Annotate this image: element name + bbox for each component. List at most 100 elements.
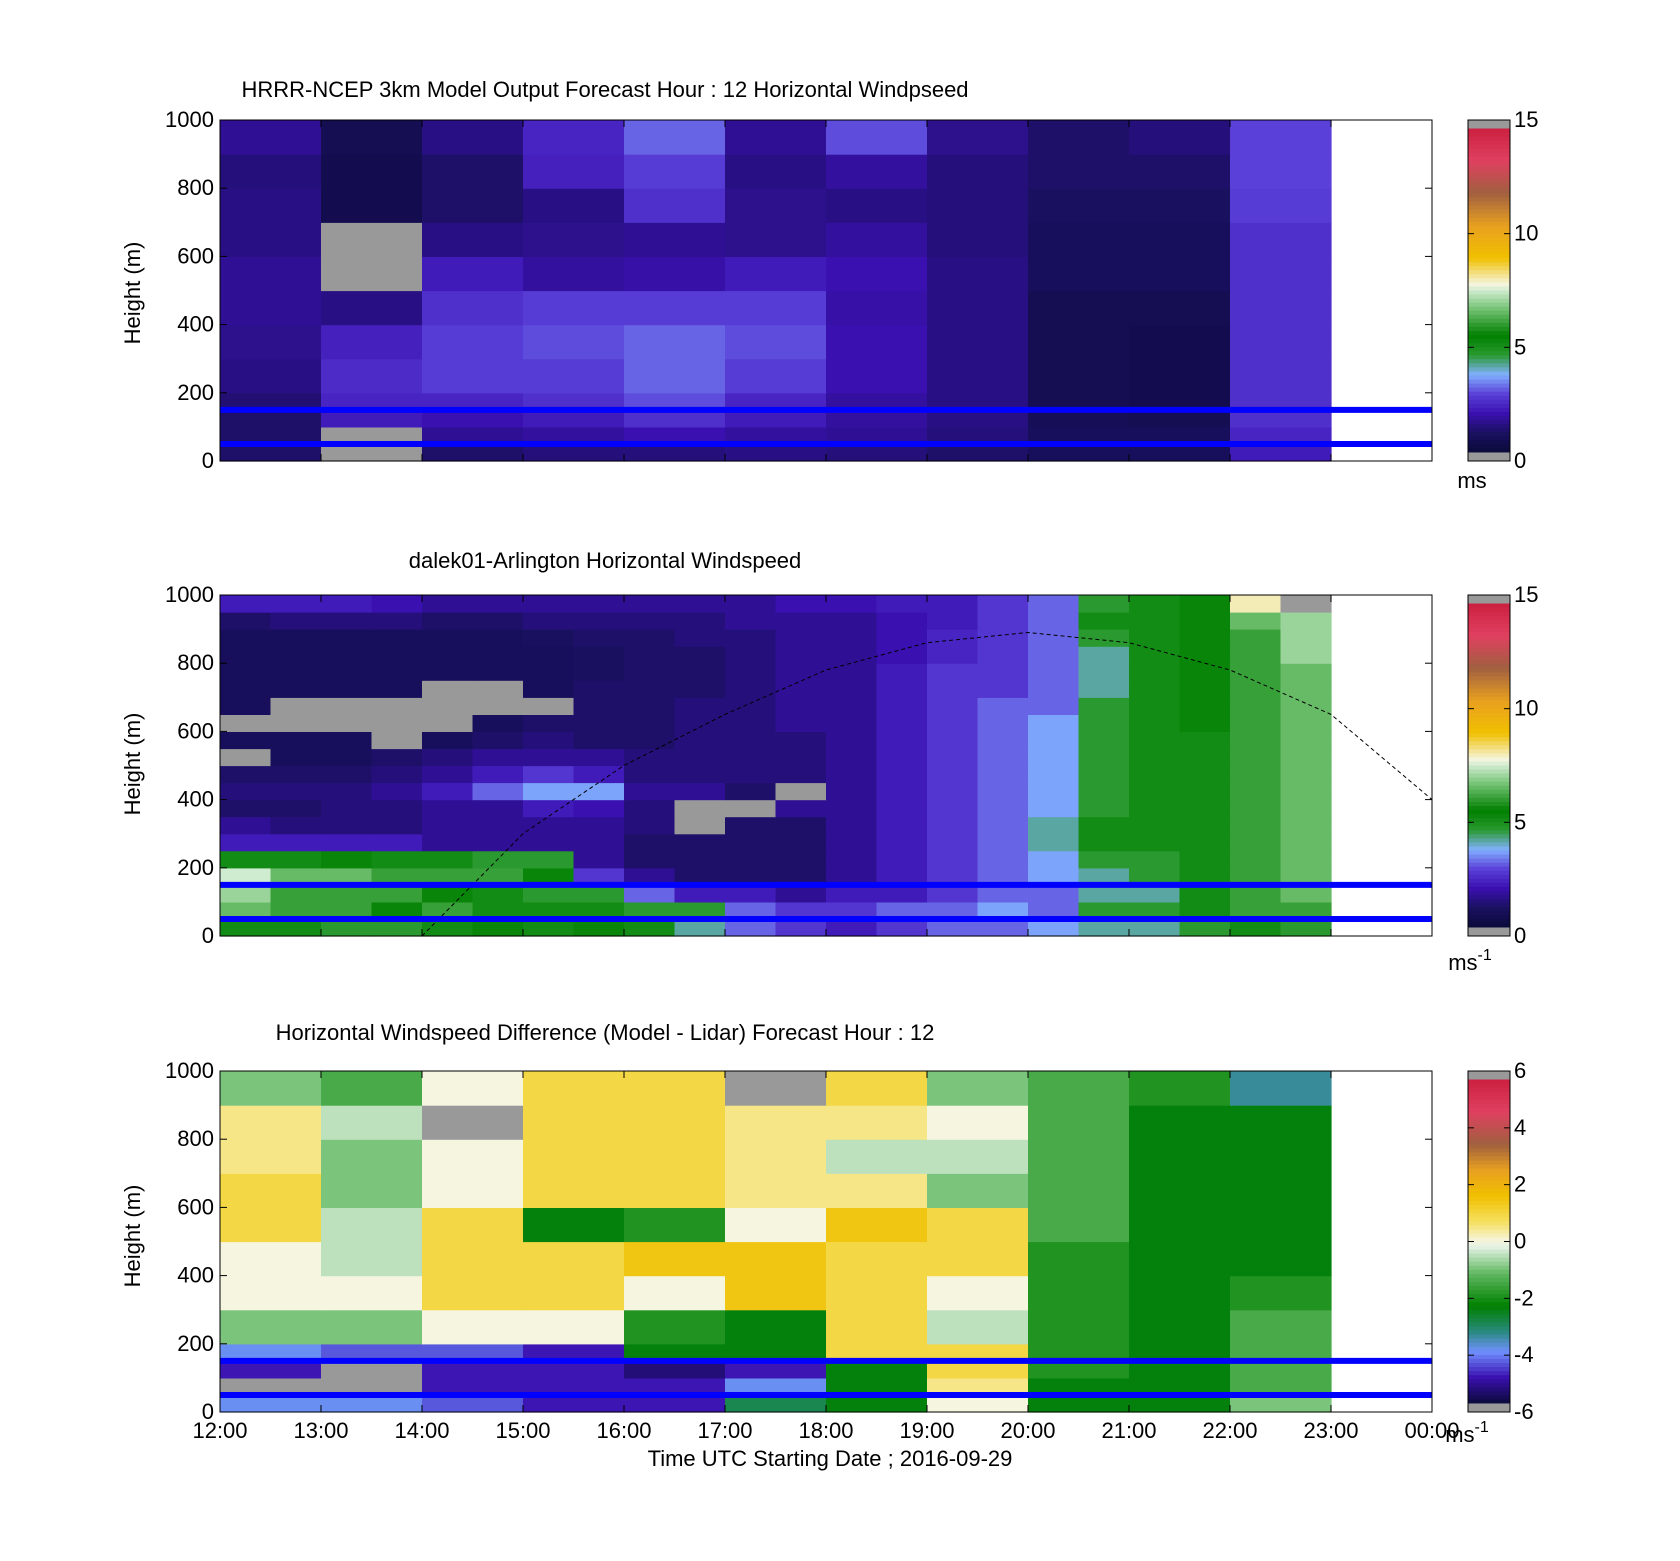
heatmap-cell (1028, 919, 1080, 937)
heatmap-cell (1028, 1173, 1130, 1208)
colorbar-tick-label: 6 (1514, 1058, 1526, 1083)
colorbar-swatch (1468, 395, 1510, 401)
heatmap-cell (371, 867, 423, 886)
heatmap-cell (1129, 1395, 1231, 1413)
colorbar-swatch (1468, 1116, 1510, 1121)
heatmap-cell (270, 595, 322, 613)
colorbar-swatch (1468, 1261, 1510, 1267)
heatmap-cell (826, 731, 878, 750)
heatmap-cell (1028, 1275, 1130, 1311)
colorbar-swatch (1468, 806, 1510, 811)
x-tick-label: 22:00 (1202, 1418, 1257, 1443)
heatmap-cell (876, 816, 928, 835)
heatmap-cell (1280, 884, 1332, 903)
colorbar-swatch (1468, 339, 1510, 344)
colorbar-swatch (1468, 1079, 1510, 1085)
heatmap-cell (624, 816, 676, 835)
heatmap-cell (573, 765, 625, 784)
heatmap-cell (523, 1207, 625, 1243)
heatmap-cell (1129, 188, 1231, 223)
colorbar-swatch (1468, 347, 1510, 352)
heatmap-cell (321, 188, 423, 223)
heatmap-cell (270, 748, 322, 767)
colorbar-swatch (1468, 850, 1510, 856)
colorbar-swatch (1468, 140, 1510, 146)
heatmap-cell (775, 748, 827, 767)
heatmap-cell (725, 697, 777, 715)
heatmap-cell (1078, 884, 1130, 903)
colorbar-swatch (1468, 237, 1510, 243)
colorbar-swatch (1468, 375, 1510, 381)
heatmap-cell (1129, 646, 1181, 664)
heatmap-cell (321, 1343, 423, 1362)
heatmap-cell (927, 1343, 1029, 1362)
colorbar-swatch (1468, 1367, 1510, 1372)
heatmap-cell (927, 850, 979, 869)
heatmap-cell (371, 850, 423, 869)
heatmap-cell (321, 612, 373, 630)
colorbar-swatch (1468, 838, 1510, 843)
colorbar-swatch (1468, 1197, 1510, 1202)
heatmap-cell (725, 612, 777, 630)
heatmap-cell (523, 612, 575, 630)
heatmap-cell (826, 697, 878, 715)
heatmap-cell (624, 290, 726, 326)
colorbar-swatch (1468, 266, 1510, 271)
heatmap-cell (1028, 663, 1080, 681)
heatmap-cell (927, 392, 1029, 411)
heatmap-cell (1280, 595, 1332, 613)
colorbar-swatch (1468, 1269, 1510, 1275)
heatmap-cell (624, 748, 676, 767)
heatmap-cell (826, 1241, 928, 1277)
heatmap-cell (220, 1343, 322, 1362)
heatmap-cell (1028, 290, 1130, 326)
heatmap-cell (927, 1377, 1029, 1396)
colorbar-swatch (1468, 1363, 1510, 1368)
colorbar-swatch (1468, 1322, 1510, 1328)
heatmap-cell (1230, 1343, 1332, 1362)
heatmap-cell (573, 697, 625, 715)
colorbar-swatch (1468, 866, 1510, 872)
colorbar-swatch (1468, 359, 1510, 364)
heatmap-cell (422, 1275, 524, 1311)
panel-difference: Horizontal Windspeed Difference (Model -… (120, 1020, 1534, 1447)
heatmap-cell (1230, 697, 1282, 715)
heatmap-cell (927, 697, 979, 715)
heatmap-cell (927, 714, 979, 732)
colorbar-tick-label: 5 (1514, 809, 1526, 834)
heatmap-cell (977, 782, 1029, 801)
heatmap-cell (422, 443, 524, 462)
heatmap-cell (624, 850, 676, 869)
heatmap-cell (725, 765, 777, 784)
colorbar-over (1468, 1071, 1510, 1080)
heatmap-cell (1230, 1309, 1332, 1345)
heatmap-cell (977, 697, 1029, 715)
colorbar-swatch (1468, 1180, 1510, 1186)
heatmap-cell (1129, 1207, 1231, 1243)
heatmap-cell (1129, 816, 1181, 835)
heatmap-cell (321, 222, 423, 257)
heatmap-cell (1028, 629, 1080, 647)
heatmap-cell (725, 324, 827, 360)
colorbar-swatch (1468, 229, 1510, 235)
colorbar-swatch (1468, 1140, 1510, 1145)
colorbar-swatch (1468, 399, 1510, 405)
heatmap-cell (826, 782, 878, 801)
heatmap-cell (422, 816, 474, 835)
colorbar-swatch (1468, 781, 1510, 787)
heatmap-cell (472, 680, 524, 698)
heatmap-cell (573, 646, 625, 664)
heatmap-cell (321, 1309, 423, 1345)
heatmap-cell (1129, 324, 1231, 360)
colorbar-swatch (1468, 407, 1510, 413)
heatmap-cell (321, 426, 423, 445)
colorbar-swatch (1468, 201, 1510, 206)
y-tick-label: 200 (177, 1331, 214, 1356)
heatmap-cell (523, 1395, 625, 1413)
heatmap-cell (1230, 765, 1282, 784)
heatmap-cell (725, 1105, 827, 1140)
heatmap-cell (1230, 1241, 1332, 1277)
heatmap-cell (725, 358, 827, 394)
colorbar-swatch (1468, 1290, 1510, 1295)
heatmap-cell (1230, 222, 1332, 257)
